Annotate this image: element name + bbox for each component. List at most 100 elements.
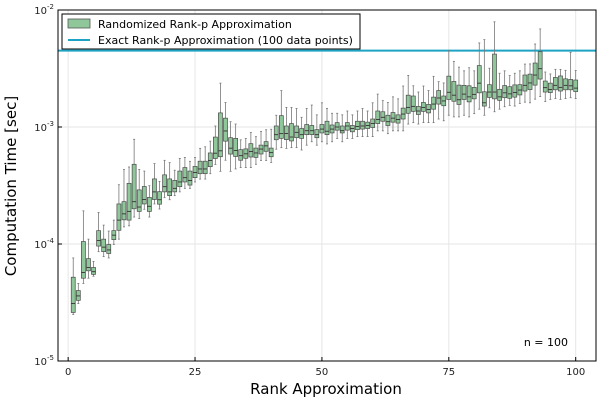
box-item: [147, 185, 152, 218]
box-item: [421, 85, 426, 124]
box-item: [395, 98, 401, 132]
box-body: [121, 201, 127, 221]
box-body: [91, 267, 96, 275]
box-body: [233, 137, 238, 157]
box-item: [289, 107, 294, 149]
box-item: [319, 102, 325, 143]
box-item: [233, 123, 238, 170]
box-item: [263, 129, 269, 161]
box-body: [522, 74, 528, 92]
box-item: [527, 63, 533, 104]
box-body: [426, 104, 431, 114]
box-item: [324, 108, 330, 145]
box-item: [426, 90, 431, 124]
box-body: [162, 174, 167, 193]
box-item: [192, 157, 198, 183]
box-body: [167, 178, 173, 196]
box-item: [517, 70, 523, 104]
box-item: [385, 102, 391, 135]
box-item: [152, 163, 157, 205]
box-item: [187, 160, 193, 189]
box-body: [314, 129, 320, 139]
box-body: [487, 84, 492, 98]
box-item: [304, 108, 310, 146]
box-body: [218, 112, 223, 158]
x-axis-label: Rank Approximation: [250, 380, 402, 398]
box-body: [152, 178, 157, 200]
box-item: [202, 146, 208, 180]
box-item: [299, 116, 304, 151]
box-item: [446, 50, 452, 116]
box-body: [278, 115, 284, 139]
box-body: [334, 122, 340, 131]
box-body: [421, 102, 426, 112]
box-item: [218, 82, 223, 172]
y-axis-ticks: 10-5 10-4 10-3 10-2: [34, 3, 62, 368]
box-body: [380, 111, 386, 122]
box-body: [182, 167, 188, 183]
box-body: [507, 86, 513, 99]
box-item: [502, 70, 507, 108]
plot-frame: [57, 9, 597, 362]
box-item: [339, 114, 345, 143]
box-item: [268, 128, 274, 163]
box-item: [451, 60, 457, 118]
box-body: [431, 96, 436, 110]
box-body: [436, 90, 442, 105]
box-body: [304, 124, 310, 136]
y-tick-label: 10-3: [34, 120, 54, 134]
box-body: [476, 65, 482, 94]
box-body: [568, 79, 573, 91]
box-body: [131, 163, 137, 210]
box-item: [456, 66, 462, 118]
box-item: [96, 212, 101, 253]
box-item: [111, 219, 117, 245]
box-body: [410, 95, 416, 112]
box-body: [141, 186, 147, 205]
box-body: [492, 53, 497, 100]
box-item: [568, 51, 573, 99]
box-body: [207, 152, 213, 168]
box-item: [101, 224, 107, 258]
box-body: [238, 149, 244, 161]
legend-box-swatch: [67, 18, 91, 29]
box-body: [177, 170, 183, 188]
box-item: [238, 139, 244, 168]
box-body: [294, 125, 299, 139]
box-body: [497, 88, 502, 101]
box-body: [547, 82, 553, 93]
box-item: [136, 169, 142, 219]
y-axis-label: Computation Time [sec]: [2, 96, 20, 276]
box-item: [141, 170, 147, 210]
box-item: [553, 68, 558, 99]
box-body: [527, 73, 533, 90]
box-item: [223, 102, 228, 161]
box-item: [492, 21, 497, 113]
box-item: [284, 107, 289, 149]
y-tick-label: 10-5: [34, 354, 54, 368]
box-item: [390, 96, 396, 132]
box-body: [456, 84, 462, 105]
box-item: [471, 70, 477, 115]
annotation-n: n = 100: [524, 336, 568, 349]
box-item: [431, 75, 436, 124]
box-body: [258, 144, 264, 155]
y-tick-label: 10-2: [34, 3, 54, 17]
box-item: [410, 85, 416, 124]
box-item: [116, 184, 122, 240]
box-body: [400, 107, 406, 120]
box-body: [502, 85, 507, 99]
box-body: [558, 75, 563, 92]
box-body: [116, 203, 122, 231]
box-body: [172, 179, 178, 193]
box-body: [299, 128, 304, 139]
box-body: [197, 160, 203, 175]
box-item: [243, 138, 249, 168]
box-item: [278, 90, 284, 149]
y-tick-label: 10-4: [34, 237, 54, 251]
box-body: [284, 125, 289, 140]
x-axis-ticks: 0 25 50 75 100: [65, 357, 585, 378]
box-body: [385, 114, 391, 126]
box-item: [512, 72, 518, 107]
